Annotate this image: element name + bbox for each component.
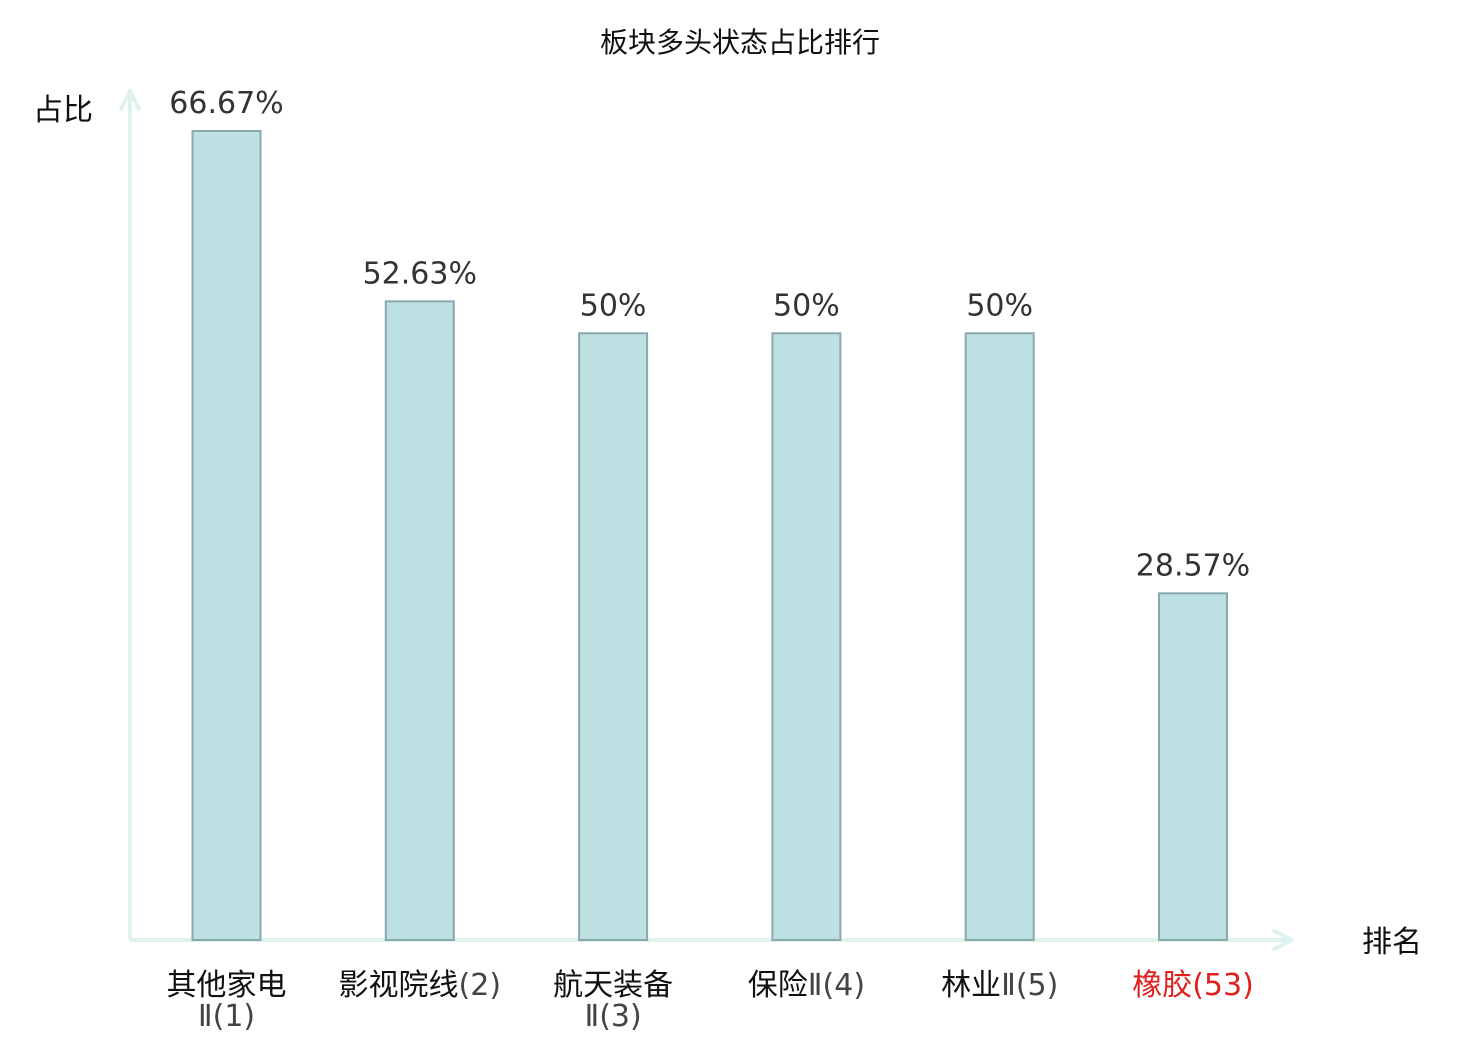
data-label: 50% [966, 288, 1033, 323]
data-label: 52.63% [363, 256, 477, 291]
category-rank: Ⅱ(3) [584, 999, 641, 1034]
bar [384, 300, 455, 941]
bar [578, 332, 649, 941]
bar [191, 130, 262, 941]
x-axis-arrow [1272, 929, 1294, 951]
category-label: 橡胶(53) [1132, 968, 1254, 1003]
category-rank: Ⅱ(4) [808, 968, 865, 1003]
category-rank: (2) [459, 968, 502, 1003]
chart-title: 板块多头状态占比排行 [600, 26, 880, 59]
bar [1158, 592, 1228, 941]
data-label: 66.67% [169, 86, 283, 121]
y-axis-label: 占比 [33, 93, 93, 128]
category-label: 影视院线(2) [339, 968, 502, 1003]
data-label: 50% [580, 288, 647, 323]
x-axis-label: 排名 [1362, 925, 1422, 960]
data-label: 50% [773, 288, 840, 323]
category-label: 林业Ⅱ(5) [941, 968, 1058, 1003]
category-label: 航天装备 [553, 968, 673, 1003]
y-axis-arrow [119, 89, 141, 111]
category-label: 其他家电 [167, 968, 287, 1003]
category-label: 保险Ⅱ(4) [748, 968, 865, 1003]
category-rank: (53) [1192, 968, 1254, 1003]
category-name: 保险 [748, 968, 808, 1003]
data-label: 28.57% [1136, 548, 1250, 583]
axes [119, 89, 1294, 951]
category-name: 橡胶 [1132, 968, 1192, 1003]
value-labels: 66.67% 52.63% 50% 50% 50% 28.57% [169, 86, 1250, 583]
bar [771, 332, 842, 941]
category-name: 影视院线 [339, 968, 459, 1003]
category-name: 林业 [941, 968, 1001, 1003]
bars [191, 130, 1228, 941]
category-rank: Ⅱ(1) [198, 999, 255, 1034]
bar [964, 332, 1035, 941]
category-rank: Ⅱ(5) [1001, 968, 1058, 1003]
